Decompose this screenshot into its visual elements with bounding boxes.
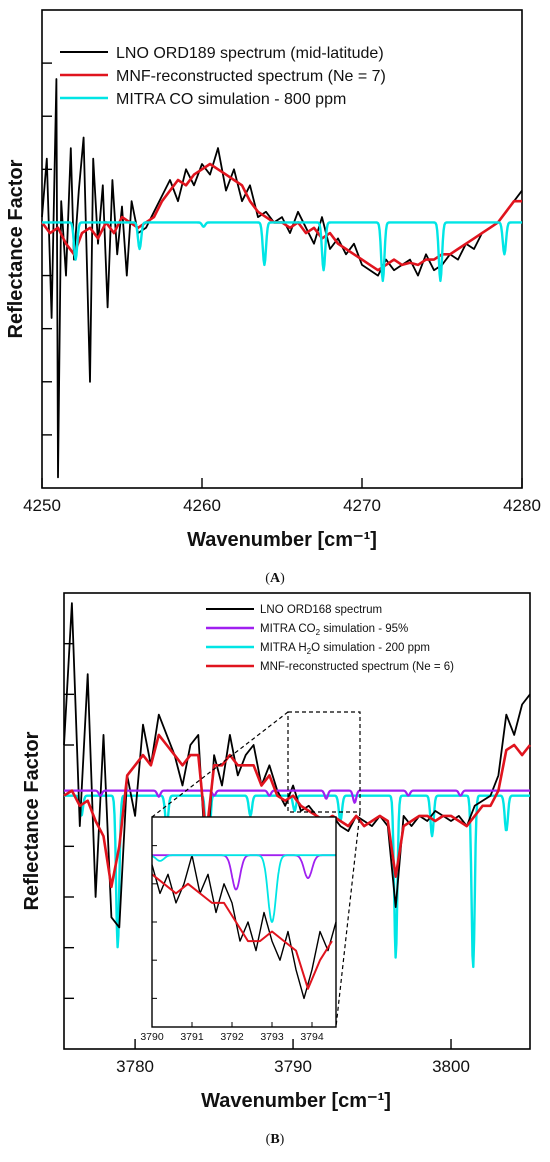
legend-label-lno-ord168: LNO ORD168 spectrum — [260, 604, 382, 616]
panel-a-label-close: ) — [280, 571, 285, 586]
legend-label-mitra-co2-prefix: MITRA CO — [260, 623, 316, 635]
legend-label-mitra-co2-subscript: 2 — [316, 628, 321, 637]
inset-mnf-ne6-line — [151, 873, 333, 990]
inset-x-tick-label-4: 3794 — [300, 1031, 324, 1043]
inset-source-box — [287, 711, 361, 813]
panel-b-series — [63, 602, 532, 969]
inset-x-tick-label-3: 3793 — [260, 1031, 284, 1043]
inset-x-tick-label-0: 3790 — [140, 1031, 164, 1043]
panel-a: 4250 4260 4270 4280 LNO ORD189 spectrum (mi… — [5, 9, 541, 586]
legend-label-mitra-h2o-subscript: 2 — [307, 647, 312, 656]
inset-connector-right — [335, 811, 361, 1028]
inset-x-tick-label-1: 3791 — [180, 1031, 204, 1043]
panel-a-ticks: 4250 4260 4270 4280 — [23, 62, 541, 515]
panel-b-x-tick-label-1: 3790 — [274, 1057, 312, 1076]
legend-label-mitra-co2: MITRA CO2 simulation - 95% — [260, 623, 408, 637]
panel-a-label-open: ( — [265, 571, 270, 586]
panel-b-legend: LNO ORD168 spectrum MITRA CO2 simulation… — [206, 604, 454, 673]
inset-series — [151, 854, 337, 1000]
legend-label-mitra-h2o-prefix: MITRA H — [260, 642, 307, 654]
inset-ticks: 3790 3791 3792 3793 3794 — [140, 845, 324, 1043]
panel-a-plot-frame — [41, 9, 523, 489]
panel-a-x-tick-label-2: 4270 — [343, 496, 381, 515]
panel-a-lno-ord189-line — [41, 78, 523, 479]
panel-a-x-tick-label-0: 4250 — [23, 496, 61, 515]
panel-a-x-tick-label-1: 4260 — [183, 496, 221, 515]
panel-a-label-letter: A — [270, 571, 281, 586]
panel-b-y-axis-title: Reflectance Factor — [21, 731, 43, 910]
panel-a-series — [40, 78, 523, 479]
panel-b-mitra-co2-line — [63, 789, 531, 804]
panel-a-y-axis-title: Reflectance Factor — [5, 159, 27, 338]
panel-b: 3780 3790 3800 3790 3791 3792 3793 3794 LNO OR… — [21, 592, 532, 1147]
inset-background — [152, 817, 336, 1027]
inset-connector-left — [151, 711, 289, 818]
panel-b-x-tick-label-2: 3800 — [432, 1057, 470, 1076]
panel-b-label-letter: B — [270, 1132, 279, 1147]
panel-b-plot-frame — [63, 592, 531, 1050]
panel-b-ticks: 3780 3790 3800 — [64, 642, 470, 1076]
legend-label-mitra-h2o: MITRA H2O simulation - 200 ppm — [260, 642, 430, 656]
panel-b-lno-ord168-line — [63, 602, 531, 929]
panel-b-label: (B) — [266, 1132, 285, 1147]
legend-label-mnf-ne6: MNF-reconstructed spectrum (Ne = 6) — [260, 661, 454, 673]
panel-a-x-axis-title: Wavenumber [cm⁻¹] — [187, 529, 377, 551]
panel-b-x-axis-title: Wavenumber [cm⁻¹] — [201, 1090, 391, 1112]
inset-mitra-h2o-line — [151, 854, 337, 923]
legend-label-mitra-co: MITRA CO simulation - 800 ppm — [116, 91, 346, 108]
panel-a-label: (A) — [265, 571, 285, 586]
panel-b-inset: 3790 3791 3792 3793 3794 — [140, 816, 337, 1043]
panel-b-label-close: ) — [280, 1132, 285, 1147]
panel-a-mitra-co-line — [41, 221, 523, 283]
legend-label-mitra-co2-suffix: simulation - 95% — [320, 623, 408, 635]
panel-b-x-tick-label-0: 3780 — [116, 1057, 154, 1076]
panel-b-label-open: ( — [266, 1132, 271, 1147]
legend-label-lno-ord189: LNO ORD189 spectrum (mid-latitude) — [116, 45, 384, 62]
panel-b-mnf-ne6-line — [63, 733, 532, 889]
legend-label-mnf-ne7: MNF-reconstructed spectrum (Ne = 7) — [116, 68, 386, 85]
panel-a-x-tick-label-3: 4280 — [503, 496, 541, 515]
inset-x-tick-label-2: 3792 — [220, 1031, 244, 1043]
panel-a-legend: LNO ORD189 spectrum (mid-latitude) MNF-r… — [60, 45, 386, 108]
legend-label-mitra-h2o-suffix: O simulation - 200 ppm — [311, 642, 430, 654]
